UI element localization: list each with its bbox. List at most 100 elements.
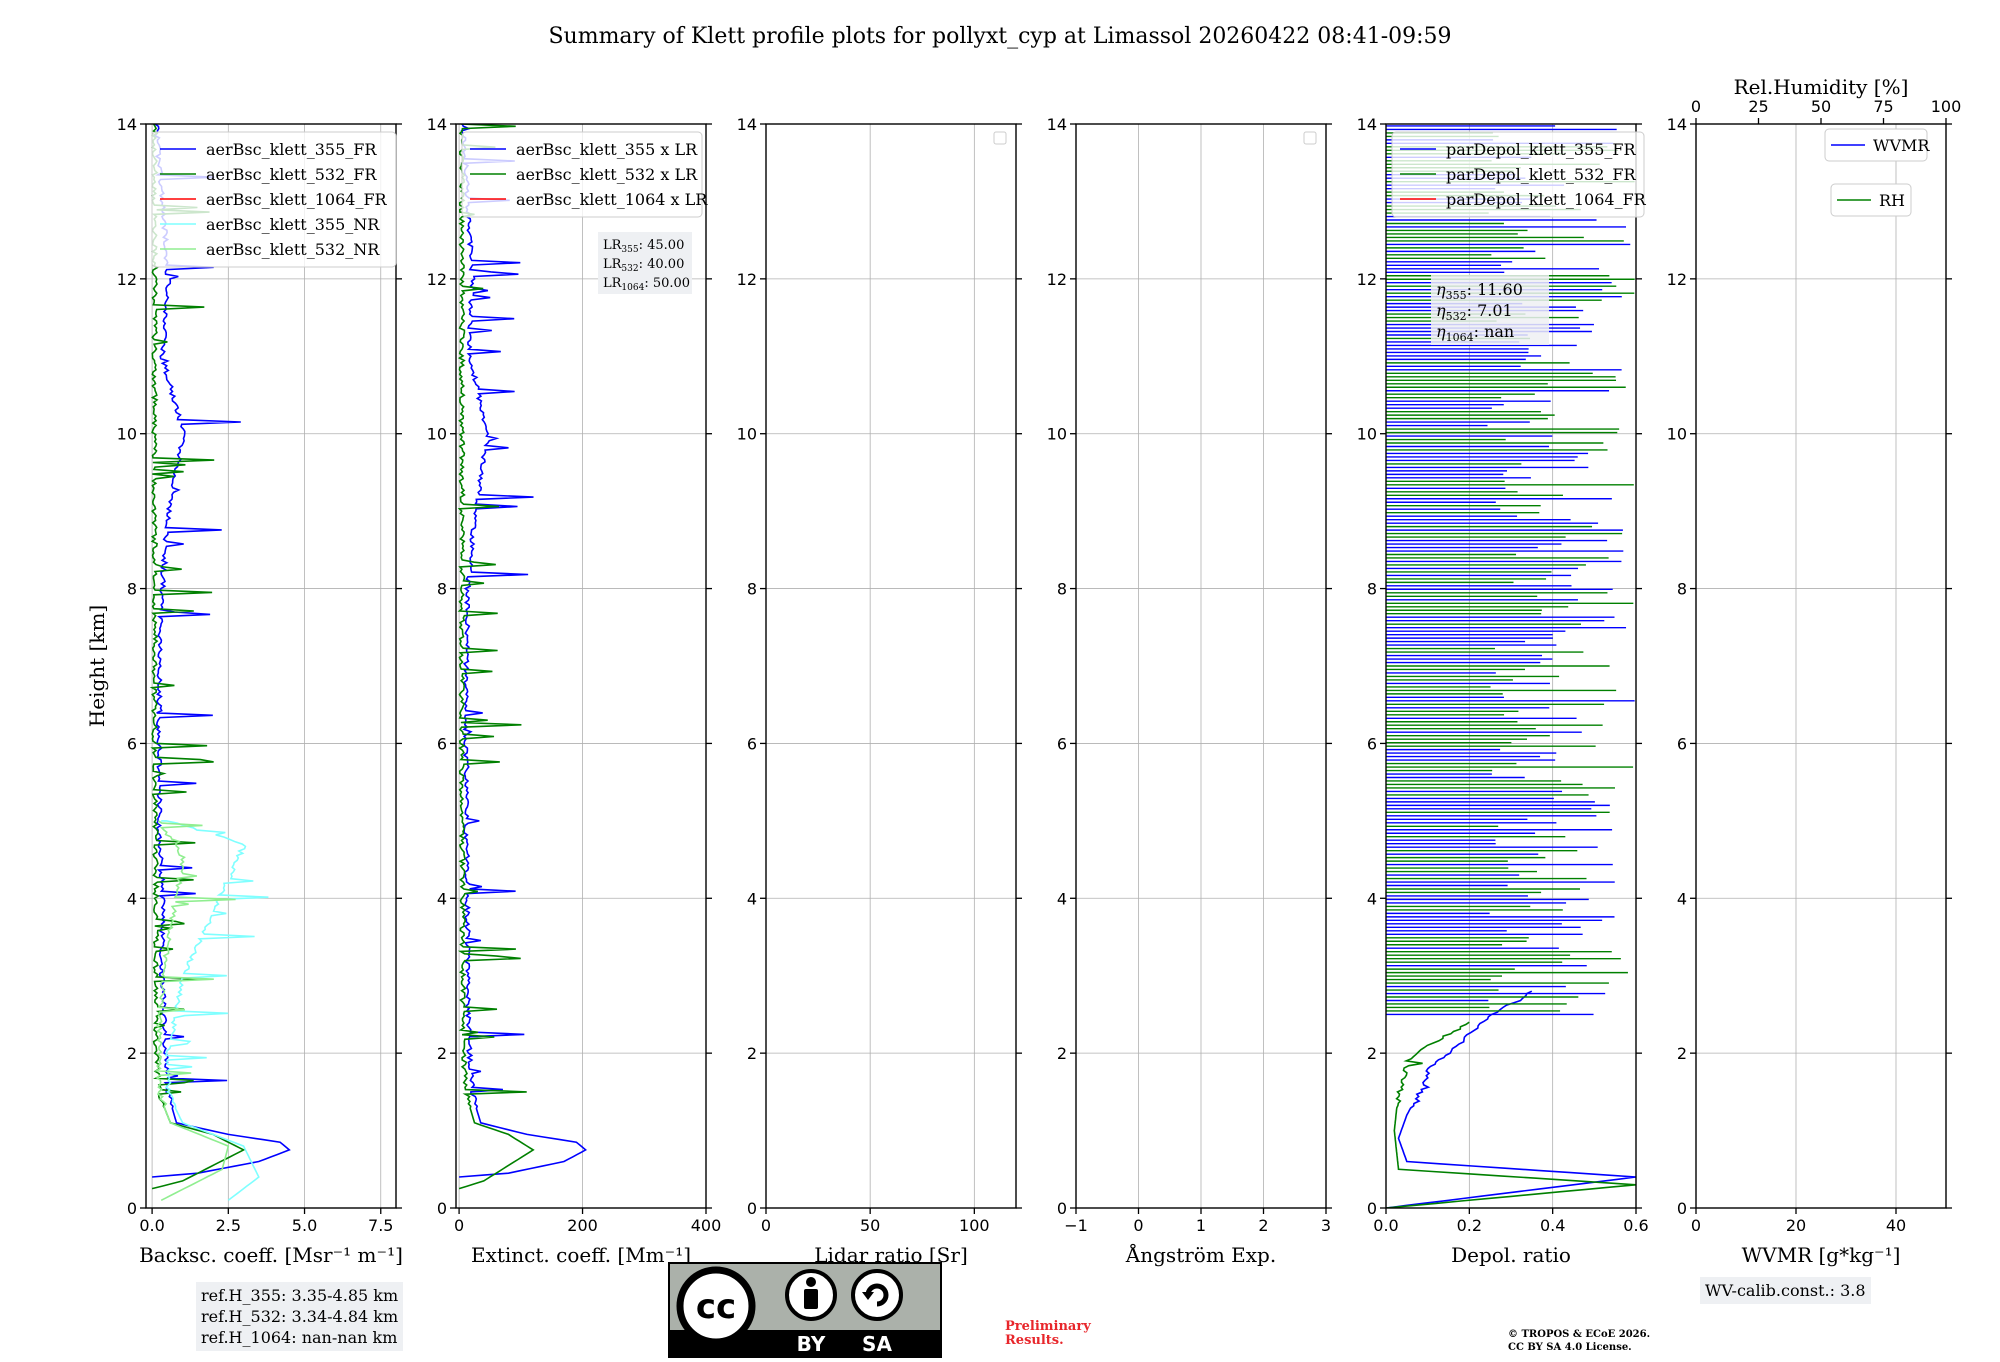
y-tick-label: 2 <box>1367 1044 1377 1063</box>
y-tick-label: 12 <box>1047 270 1067 289</box>
copyright-note: © TROPOS & ECoE 2026. CC BY SA 4.0 Licen… <box>1508 1328 1650 1354</box>
y-tick-label: 6 <box>1367 734 1377 753</box>
ref-height-532: ref.H_532: 3.34-4.84 km <box>201 1307 399 1326</box>
y-tick-label: 0 <box>1367 1199 1377 1218</box>
y-tick-label: 6 <box>1677 734 1687 753</box>
y-tick-label: 14 <box>1357 115 1377 134</box>
wv-calib-box: WV-calib.const.: 3.8 <box>1700 1277 1871 1304</box>
by-text: BY <box>797 1332 826 1356</box>
eta-1064: η1064: nan <box>1436 322 1514 344</box>
y-tick-label: 0 <box>1677 1199 1687 1218</box>
lidar-ratio-1064: LR1064: 50.00 <box>603 276 690 293</box>
subplot-5: 0 2 4 6 8 10 12 14 0.0 0.2 0.4 0.6 Depol. ratio parDe… <box>1357 115 1649 1267</box>
legend-box <box>1824 128 1928 162</box>
y-tick-label: 0 <box>437 1199 447 1218</box>
series-line-aerBsc_klett_355_FR <box>152 124 291 1178</box>
series-line-aerBsc_klett_532_FR <box>149 124 246 1190</box>
y-tick-label: 8 <box>1367 580 1377 599</box>
x-tick-label: 0.0 <box>1373 1216 1398 1235</box>
legend-box <box>151 131 397 268</box>
y-tick-label: 2 <box>747 1044 757 1063</box>
x-tick-label: 7.5 <box>368 1216 393 1235</box>
x-axis-label: Extinct. coeff. [Mm⁻¹] <box>471 1243 691 1267</box>
x-tick-label: 1 <box>1196 1216 1206 1235</box>
y-tick-label: 10 <box>737 425 757 444</box>
y-tick-label: 12 <box>1357 270 1377 289</box>
legend-label: aerBsc_klett_355_NR <box>206 215 380 234</box>
axes-frame <box>1385 123 1637 1209</box>
y-tick-label: 2 <box>1057 1044 1067 1063</box>
eta-box <box>1431 275 1549 345</box>
x-tick-label: 2 <box>1258 1216 1268 1235</box>
y-axis-label: Height [km] <box>85 605 109 727</box>
legend-box <box>1391 131 1645 218</box>
series-line-parDepol_klett_355_FR <box>1386 990 1636 1208</box>
ref-height-355: ref.H_355: 3.35-4.85 km <box>201 1286 399 1305</box>
x-tick-label: 200 <box>567 1216 598 1235</box>
y-tick-label: 4 <box>747 889 757 908</box>
y-tick-label: 8 <box>747 580 757 599</box>
y-tick-label: 2 <box>437 1044 447 1063</box>
series-line-aerBsc_klett_532 x LR <box>457 124 535 1190</box>
legend-label: parDepol_klett_355_FR <box>1446 140 1637 159</box>
y-tick-label: 4 <box>127 889 137 908</box>
y-tick-label: 0 <box>1057 1199 1067 1218</box>
preliminary-line-2: Results. <box>1005 1333 1064 1348</box>
x-tick-label: 0 <box>1691 1216 1701 1235</box>
reference-height-box: ref.H_355: 3.35-4.85 km ref.H_532: 3.34-… <box>196 1282 404 1351</box>
x-tick-label: 0.2 <box>1457 1216 1482 1235</box>
x-tick-label: 100 <box>959 1216 990 1235</box>
lidar-ratio-355: LR355: 45.00 <box>603 238 684 255</box>
y-tick-label: 4 <box>1367 889 1377 908</box>
y-tick-label: 10 <box>1047 425 1067 444</box>
top-x-tick-label: 0 <box>1691 97 1701 116</box>
legend-label: parDepol_klett_1064_FR <box>1446 190 1647 209</box>
y-tick-label: 14 <box>117 115 137 134</box>
x-tick-label: 0.0 <box>139 1216 164 1235</box>
x-axis-label: WVMR [g*kg⁻¹] <box>1742 1243 1901 1267</box>
legend-label: aerBsc_klett_532_FR <box>206 165 377 184</box>
y-tick-label: 0 <box>127 1199 137 1218</box>
y-tick-label: 14 <box>427 115 447 134</box>
y-tick-label: 6 <box>747 734 757 753</box>
y-tick-label: 12 <box>427 270 447 289</box>
y-tick-label: 14 <box>1047 115 1067 134</box>
y-tick-label: 2 <box>1677 1044 1687 1063</box>
y-tick-label: 6 <box>1057 734 1067 753</box>
legend-label: aerBsc_klett_532 x LR <box>516 165 698 184</box>
x-tick-label: 50 <box>860 1216 880 1235</box>
legend-label: aerBsc_klett_532_NR <box>206 240 380 259</box>
x-tick-label: −1 <box>1064 1216 1088 1235</box>
legend-label: aerBsc_klett_355_FR <box>206 140 377 159</box>
eta-532: η532: 7.01 <box>1436 301 1513 323</box>
x-tick-label: 5.0 <box>292 1216 317 1235</box>
y-tick-label: 0 <box>747 1199 757 1218</box>
top-x-tick-label: 100 <box>1931 97 1962 116</box>
series-group <box>149 124 291 1202</box>
preliminary-line-1: Preliminary <box>1005 1319 1091 1334</box>
wv-calib-const: WV-calib.const.: 3.8 <box>1705 1281 1866 1300</box>
legend-label: aerBsc_klett_1064_FR <box>206 190 388 209</box>
x-tick-label: 0 <box>1133 1216 1143 1235</box>
figure-title: Summary of Klett profile plots for polly… <box>548 24 1451 49</box>
y-tick-label: 12 <box>117 270 137 289</box>
copyright-line-1: © TROPOS & ECoE 2026. <box>1508 1329 1651 1340</box>
y-tick-label: 8 <box>1677 580 1687 599</box>
copyright-line-2: CC BY SA 4.0 License. <box>1508 1342 1632 1353</box>
eta-355: η355: 11.60 <box>1436 280 1523 302</box>
legend-label: RH <box>1879 191 1905 210</box>
preliminary-results-note: Preliminary Results. <box>1005 1320 1091 1348</box>
top-x-tick-label: 50 <box>1811 97 1831 116</box>
axes-frame <box>765 123 1017 1209</box>
y-tick-label: 14 <box>1667 115 1687 134</box>
series-line-aerBsc_klett_355 x LR <box>459 124 588 1178</box>
series-line-aerBsc_klett_532_NR <box>154 820 236 1202</box>
cc-by-sa-logo: cc BY SA <box>668 1262 942 1358</box>
axes-frame <box>1075 123 1327 1209</box>
x-tick-label: 2.5 <box>216 1216 241 1235</box>
y-tick-label: 8 <box>127 580 137 599</box>
legend-label: aerBsc_klett_355 x LR <box>516 140 698 159</box>
sa-text: SA <box>862 1332 892 1356</box>
